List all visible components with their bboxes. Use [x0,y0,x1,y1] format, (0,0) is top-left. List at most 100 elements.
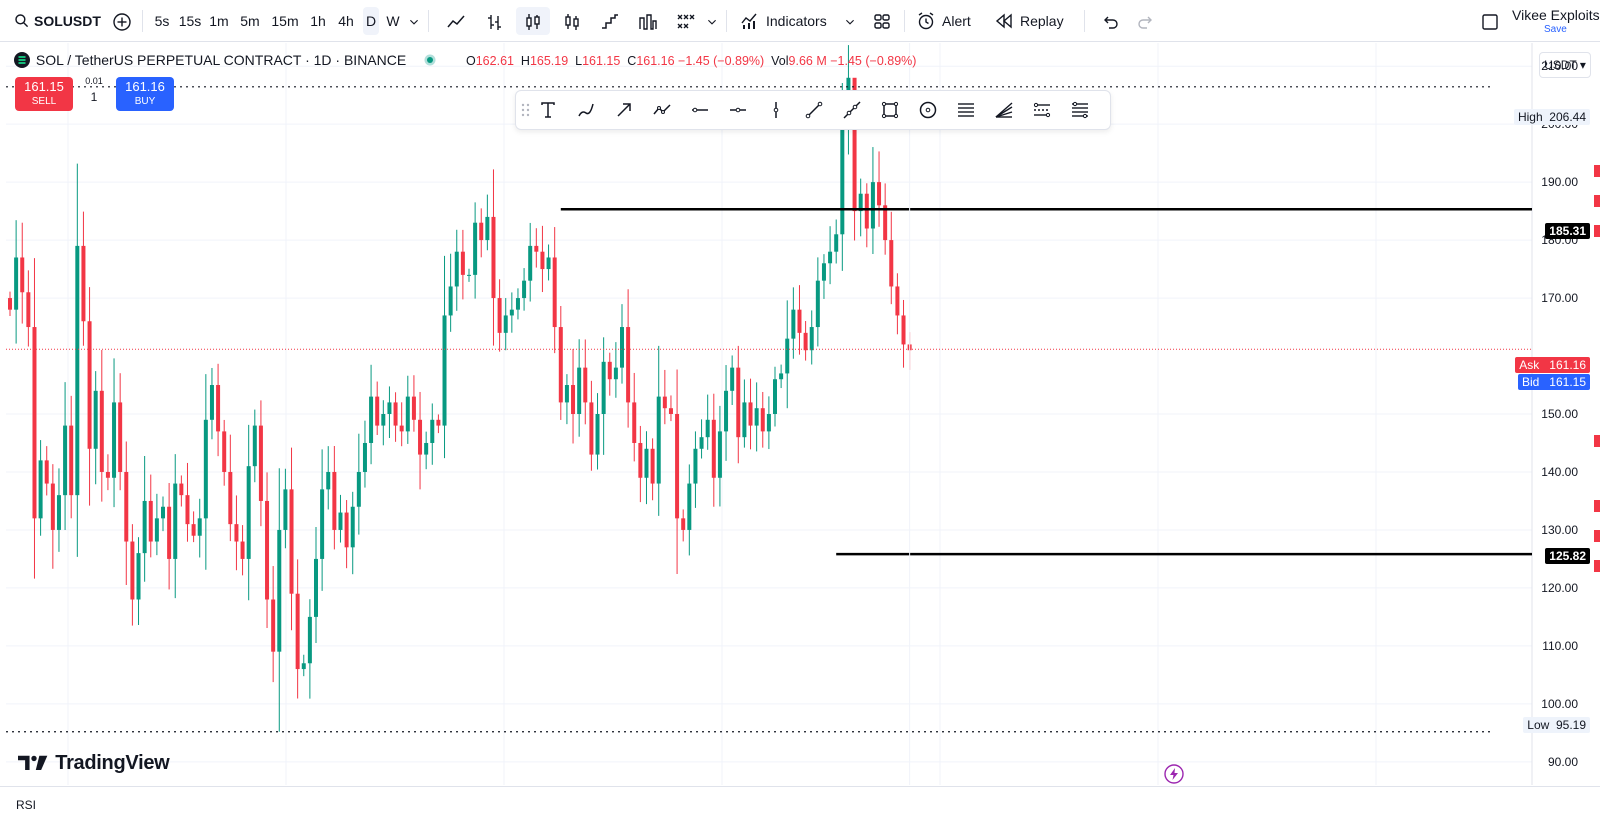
arrow-tool-icon[interactable] [614,100,634,120]
extended-line-icon[interactable] [842,100,862,120]
level-label-bottom: 125.82 [1545,548,1590,564]
candle-down [589,402,594,455]
brush-tool-icon[interactable] [576,100,596,120]
alert-button[interactable]: Alert [912,7,984,35]
text-tool-icon[interactable] [538,100,558,120]
buy-button[interactable]: 161.16 BUY [116,77,174,111]
interval-w[interactable]: W [386,13,400,29]
undo-button[interactable] [1096,7,1124,35]
hollow-candles-button[interactable] [556,7,588,35]
step-line-button[interactable] [594,7,626,35]
symbol-legend[interactable]: SOL / TetherUS PERPETUAL CONTRACT · 1D ·… [14,52,436,68]
interval-4h[interactable]: 4h [338,13,354,29]
candle-up [209,385,214,420]
interval-5m[interactable]: 5m [240,13,260,29]
candle-up [75,245,80,496]
indicators-dropdown[interactable] [842,7,858,35]
columns-chart-button[interactable] [632,7,664,35]
layout-toggle-button[interactable] [1476,7,1504,35]
candle-down [552,257,557,328]
vertical-line-icon[interactable] [766,100,786,120]
toolbar-divider [904,10,905,32]
solana-logo-icon [14,52,30,68]
candlestick-chart[interactable]: 210.00200.00190.00180.00170.00150.00140.… [0,43,1600,785]
path-tool-icon[interactable] [652,100,672,120]
interval-dropdown[interactable] [406,7,422,35]
fib-retracement-icon[interactable] [1032,100,1052,120]
user-save-button[interactable]: Vikee Exploits Save [1512,6,1600,38]
candle-up [815,280,820,328]
alarm-clock-icon [918,12,934,30]
interval-1h[interactable]: 1h [310,13,326,29]
fib-fan-icon[interactable] [994,100,1014,120]
candle-down [258,425,263,501]
candle-down [760,408,765,432]
chart-area[interactable]: 210.00200.00190.00180.00170.00150.00140.… [0,43,1600,785]
candle-down [216,385,221,432]
interval-15m[interactable]: 15m [271,13,299,29]
circle-tool-icon[interactable] [918,100,938,120]
tradingview-wordmark: TradingView [55,752,170,774]
replay-button[interactable]: Replay [990,7,1076,35]
candle-up [742,402,747,438]
horizontal-line-icon[interactable] [728,100,748,120]
indicators-icon [741,13,757,30]
candle-up [717,431,722,478]
drag-handle-icon[interactable] [520,100,532,120]
sell-button[interactable]: 161.15 SELL [15,77,73,111]
candle-up [522,280,527,299]
interval-1m[interactable]: 1m [209,13,229,29]
horizontal-ray-icon[interactable] [690,100,710,120]
rectangle-tool-icon[interactable] [880,100,900,120]
tradingview-logo[interactable]: TradingView [18,752,170,775]
trend-line-icon[interactable] [804,100,824,120]
lightning-icon[interactable] [1164,764,1184,784]
candle-up [203,419,208,519]
currency-selector[interactable]: USDT ▾ [1539,52,1591,78]
redo-button[interactable] [1132,7,1160,35]
candle-up [112,402,117,478]
candle-down [797,309,802,333]
candle-up [277,529,282,652]
low-price-value: 95.19 [1555,718,1586,732]
fib-extension-icon[interactable] [1070,100,1090,120]
line-chart-button[interactable] [440,7,472,35]
chart-type-dropdown[interactable] [704,7,720,35]
candle-up [564,385,569,403]
undo-icon [1104,16,1118,29]
cross-grid-icon [677,14,695,29]
rsi-pane[interactable]: RSI [0,786,1600,823]
parallel-channel-icon[interactable] [956,100,976,120]
candle-down [411,396,416,420]
ohlc-values: O162.61 H165.19 L161.15 C161.16 −1.45 (−… [466,54,916,68]
drawing-toolbar[interactable] [515,90,1111,130]
indicators-button[interactable]: Indicators [736,7,832,35]
toolbar-divider [142,10,143,32]
renko-chart-button[interactable] [670,7,702,35]
chevron-down-icon [410,20,418,25]
candle-up [595,414,600,455]
edge-marker [1594,225,1600,237]
candle-up [454,251,459,287]
candle-down [650,448,655,484]
symbol-search[interactable]: SOLUSDT [8,7,101,35]
user-name: Vikee Exploits [1512,7,1600,23]
candles-chart-button[interactable] [516,7,550,35]
interval-5s[interactable]: 5s [154,13,170,29]
candle-down [491,216,496,299]
buy-label: BUY [134,96,156,107]
candle-down [436,419,441,426]
candle-up [350,506,355,548]
candle-down [883,205,888,241]
open-value: 162.61 [475,54,514,68]
bar-chart-button[interactable] [478,7,510,35]
compare-symbol-button[interactable] [108,7,136,35]
interval-15s[interactable]: 15s [178,13,202,29]
interval-d[interactable]: D [363,7,379,35]
candle-up [56,495,61,530]
candle-up [63,425,68,496]
quantity-input[interactable]: 0.01 1 [76,76,112,104]
candle-down [167,506,172,559]
templates-button[interactable] [866,7,898,35]
ask-value: 161.16 [1549,358,1586,372]
